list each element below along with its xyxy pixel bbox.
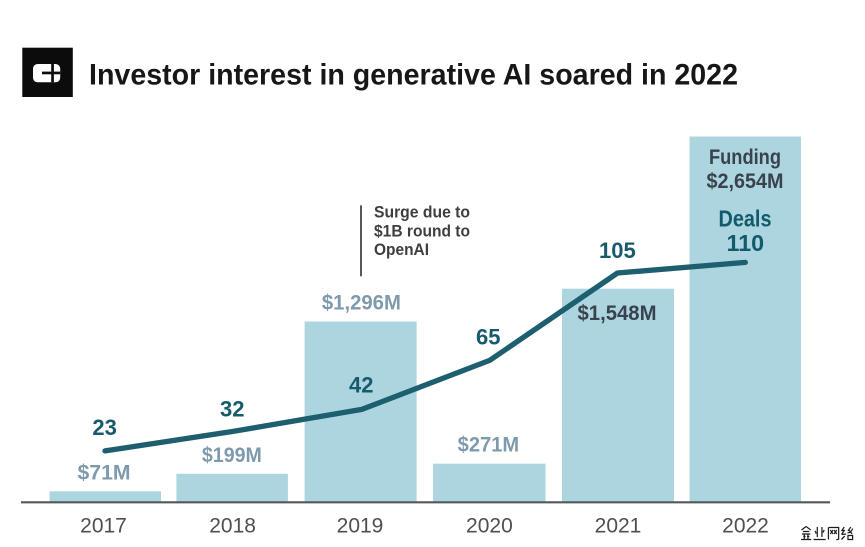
- svg-text:Surge due to: Surge due to: [374, 203, 470, 222]
- svg-text:Funding: Funding: [709, 146, 781, 169]
- svg-text:110: 110: [727, 230, 765, 256]
- svg-text:2020: 2020: [466, 515, 513, 538]
- svg-text:2017: 2017: [80, 515, 127, 538]
- svg-text:$199M: $199M: [202, 444, 262, 467]
- svg-text:Deals: Deals: [719, 206, 772, 232]
- svg-text:2022: 2022: [722, 515, 769, 538]
- svg-text:2018: 2018: [209, 515, 256, 538]
- svg-text:2019: 2019: [337, 515, 384, 538]
- svg-text:42: 42: [349, 373, 373, 398]
- svg-text:65: 65: [476, 324, 500, 349]
- svg-text:23: 23: [92, 415, 116, 440]
- svg-text:$1,548M: $1,548M: [578, 302, 657, 325]
- svg-text:2021: 2021: [595, 515, 642, 538]
- svg-text:$1B round to: $1B round to: [374, 222, 470, 241]
- svg-text:105: 105: [599, 238, 636, 263]
- svg-text:$271M: $271M: [458, 433, 520, 456]
- svg-text:$2,654M: $2,654M: [707, 170, 784, 193]
- svg-text:32: 32: [220, 396, 244, 421]
- svg-text:OpenAI: OpenAI: [374, 240, 429, 259]
- svg-text:Investor interest in generativ: Investor interest in generative AI soare…: [89, 59, 738, 92]
- svg-text:$1,296M: $1,296M: [322, 292, 401, 315]
- svg-text:$71M: $71M: [78, 461, 131, 484]
